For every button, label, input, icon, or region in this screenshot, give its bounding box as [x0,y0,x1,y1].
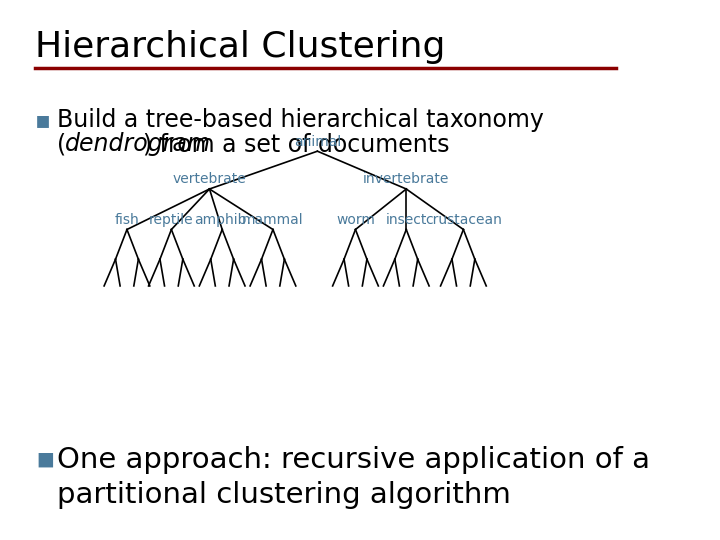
Text: ▪: ▪ [35,446,55,474]
Text: (: ( [57,132,66,156]
Text: animal: animal [294,134,341,149]
Text: insect: insect [386,213,427,227]
Text: Hierarchical Clustering: Hierarchical Clustering [35,30,445,64]
Text: mammal: mammal [242,213,304,227]
Text: partitional clustering algorithm: partitional clustering algorithm [57,481,511,509]
Text: invertebrate: invertebrate [363,172,449,186]
Text: amphib.: amphib. [194,213,251,227]
Text: vertebrate: vertebrate [173,172,246,186]
Text: One approach: recursive application of a: One approach: recursive application of a [57,446,650,474]
Text: ) from a set of documents: ) from a set of documents [143,132,449,156]
Text: Build a tree-based hierarchical taxonomy: Build a tree-based hierarchical taxonomy [57,108,544,132]
Text: reptile: reptile [149,213,194,227]
Text: crustacean: crustacean [425,213,502,227]
Text: fish: fish [114,213,140,227]
Text: worm: worm [336,213,375,227]
Text: dendrogram: dendrogram [66,132,212,156]
Text: ▪: ▪ [35,108,51,132]
